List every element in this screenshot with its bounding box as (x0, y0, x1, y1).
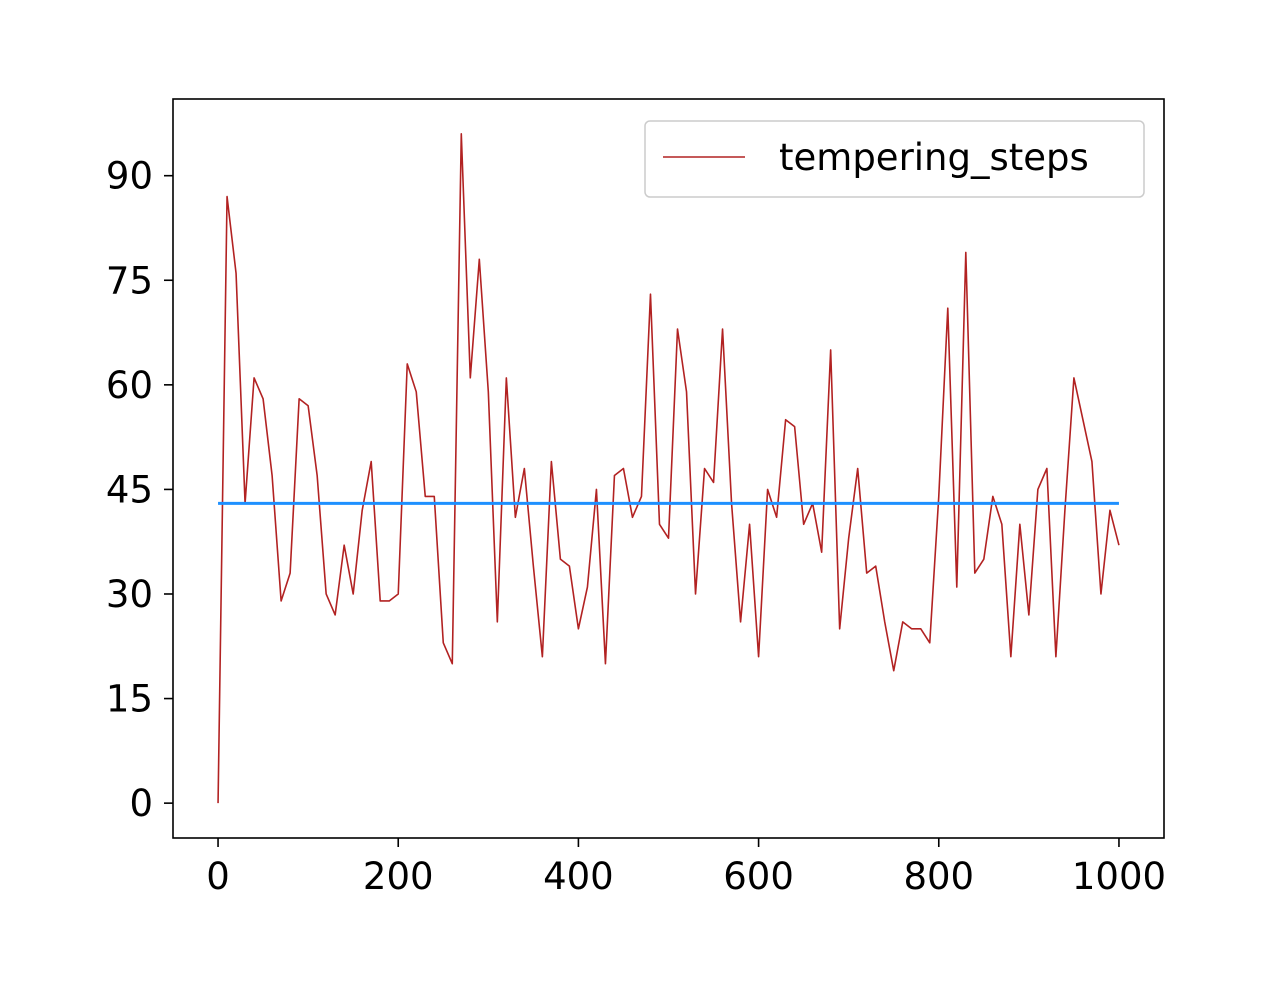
x-tick-label: 200 (363, 855, 434, 898)
y-tick-label: 15 (106, 678, 153, 721)
y-tick-label: 0 (129, 782, 153, 825)
legend-frame (644, 120, 1145, 198)
series-layer (217, 133, 1120, 804)
x-tick-label: 600 (723, 855, 794, 898)
y-tick-label: 60 (106, 364, 153, 407)
y-tick-label: 45 (106, 468, 153, 511)
axes-layer: 0 200 400 600 800 1000 0 15 30 45 60 75 90 (106, 98, 1166, 898)
axes-frame (172, 98, 1165, 839)
x-tick-label: 1000 (1072, 855, 1166, 898)
legend: tempering_steps (644, 120, 1145, 198)
y-tick-label: 90 (106, 155, 153, 198)
legend-label-tempering-steps: tempering_steps (779, 136, 1089, 179)
x-tick-label: 0 (206, 855, 230, 898)
x-tick-label: 800 (903, 855, 974, 898)
series-line-tempering-steps (217, 133, 1120, 804)
y-tick-label: 30 (106, 573, 153, 616)
plot-area (173, 99, 1164, 838)
y-tick-label: 75 (106, 259, 153, 302)
x-tick-label: 400 (543, 855, 614, 898)
